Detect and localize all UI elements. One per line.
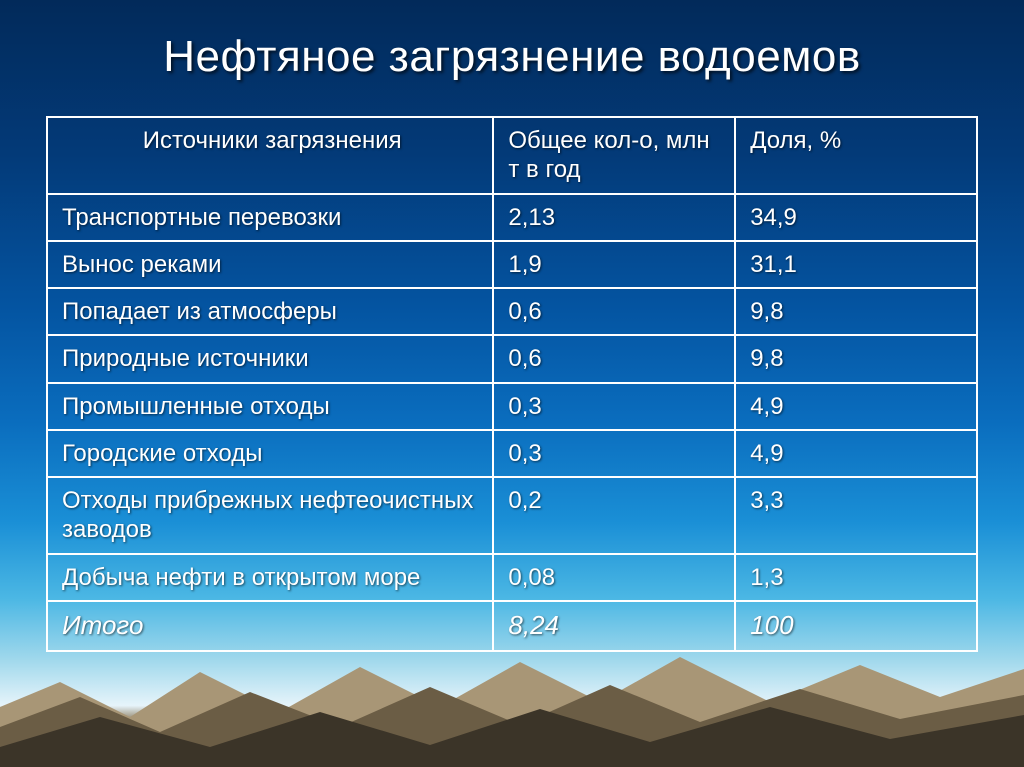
- pollution-table: Источники загрязнения Общее кол-о, млн т…: [46, 116, 978, 652]
- table-row: Промышленные отходы 0,3 4,9: [47, 383, 977, 430]
- cell-share: 34,9: [735, 194, 977, 241]
- cell-source: Добыча нефти в открытом море: [47, 554, 493, 601]
- cell-source: Природные источники: [47, 335, 493, 382]
- cell-amount: 1,9: [493, 241, 735, 288]
- cell-amount: 0,6: [493, 335, 735, 382]
- cell-amount: 0,08: [493, 554, 735, 601]
- table-row: Добыча нефти в открытом море 0,08 1,3: [47, 554, 977, 601]
- cell-share: 1,3: [735, 554, 977, 601]
- cell-source: Промышленные отходы: [47, 383, 493, 430]
- table-body: Транспортные перевозки 2,13 34,9 Вынос р…: [47, 194, 977, 651]
- table-row: Вынос реками 1,9 31,1: [47, 241, 977, 288]
- col-header-amount: Общее кол-о, млн т в год: [493, 117, 735, 194]
- cell-total-share: 100: [735, 601, 977, 651]
- cell-amount: 0,3: [493, 383, 735, 430]
- cell-share: 31,1: [735, 241, 977, 288]
- table-row: Транспортные перевозки 2,13 34,9: [47, 194, 977, 241]
- cell-source: Попадает из атмосферы: [47, 288, 493, 335]
- col-header-share: Доля, %: [735, 117, 977, 194]
- table-row: Городские отходы 0,3 4,9: [47, 430, 977, 477]
- cell-source: Транспортные перевозки: [47, 194, 493, 241]
- cell-share: 9,8: [735, 335, 977, 382]
- table-header-row: Источники загрязнения Общее кол-о, млн т…: [47, 117, 977, 194]
- cell-amount: 0,2: [493, 477, 735, 554]
- cell-source: Городские отходы: [47, 430, 493, 477]
- table-row: Отходы прибрежных нефтеочистных заводов …: [47, 477, 977, 554]
- table-total-row: Итого 8,24 100: [47, 601, 977, 651]
- mountain-background: [0, 647, 1024, 767]
- cell-source: Отходы прибрежных нефтеочистных заводов: [47, 477, 493, 554]
- cell-share: 9,8: [735, 288, 977, 335]
- table-row: Природные источники 0,6 9,8: [47, 335, 977, 382]
- cell-amount: 0,6: [493, 288, 735, 335]
- cell-share: 3,3: [735, 477, 977, 554]
- col-header-source: Источники загрязнения: [47, 117, 493, 194]
- cell-share: 4,9: [735, 383, 977, 430]
- slide-content: Нефтяное загрязнение водоемов Источники …: [0, 0, 1024, 652]
- cell-amount: 0,3: [493, 430, 735, 477]
- cell-source: Вынос реками: [47, 241, 493, 288]
- cell-amount: 2,13: [493, 194, 735, 241]
- cell-total-label: Итого: [47, 601, 493, 651]
- cell-share: 4,9: [735, 430, 977, 477]
- cell-total-amount: 8,24: [493, 601, 735, 651]
- slide-title: Нефтяное загрязнение водоемов: [46, 32, 978, 82]
- table-row: Попадает из атмосферы 0,6 9,8: [47, 288, 977, 335]
